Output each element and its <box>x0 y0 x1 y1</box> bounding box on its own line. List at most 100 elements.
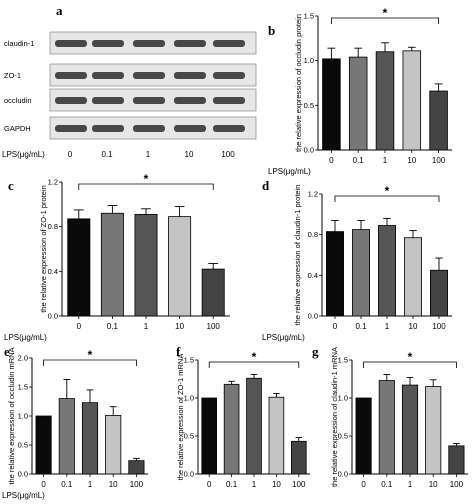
bar-0 <box>67 218 91 317</box>
blot-lane-label: 10 <box>185 150 194 159</box>
significance-star: * <box>144 172 149 186</box>
bar-0.1 <box>223 383 240 475</box>
blot-band-label: ZO-1 <box>4 71 21 80</box>
x-tick-label: 0.1 <box>107 322 119 331</box>
blot-band <box>55 72 87 79</box>
blot-lane-label: 0 <box>68 150 73 159</box>
significance-bracket <box>78 183 214 190</box>
y-tick-label: 1.5 <box>184 356 194 365</box>
significance-star: * <box>385 184 390 198</box>
x-tick-label: 10 <box>409 322 418 331</box>
y-tick-label: 0.4 <box>48 267 58 276</box>
x-tick-label: 0.1 <box>381 480 393 489</box>
y-tick-label: 0.5 <box>18 441 28 450</box>
y-tick-label: 1.0 <box>184 394 194 403</box>
bar-10 <box>404 237 422 317</box>
blot-band <box>213 40 245 47</box>
blot-band <box>133 125 165 132</box>
x-tick-label: 100 <box>450 480 464 489</box>
bar-1 <box>246 377 262 475</box>
x-tick-label: 0 <box>77 322 82 331</box>
x-tick-label: 0 <box>361 480 366 489</box>
blot-band <box>92 125 124 132</box>
bar-0.1 <box>352 229 370 317</box>
bar-100 <box>448 445 465 475</box>
y-tick-label: 0.0 <box>308 312 318 321</box>
x-tick-label: 0.1 <box>61 480 73 489</box>
blot-x-prefix: LPS(μg/mL) <box>2 150 45 159</box>
x-tick-label: 1 <box>383 156 388 165</box>
y-tick-label: 0.0 <box>48 312 58 321</box>
y-tick-label: 1.5 <box>18 383 28 392</box>
y-tick-label: 1.0 <box>304 56 314 65</box>
bar-10 <box>105 415 122 475</box>
y-tick-label: 0.8 <box>308 230 318 239</box>
x-axis-prefix: LPS(μg/mL) <box>2 491 45 500</box>
y-tick-label: 1.5 <box>338 356 348 365</box>
bar-0 <box>201 397 217 475</box>
x-tick-label: 0 <box>207 480 212 489</box>
y-tick-label: 2.0 <box>18 354 28 363</box>
x-tick-label: 10 <box>175 322 184 331</box>
y-tick-label: 1.2 <box>48 178 58 187</box>
significance-star: * <box>408 350 413 364</box>
blot-band <box>55 125 87 132</box>
bar-100 <box>201 268 225 317</box>
blot-band <box>92 72 124 79</box>
y-tick-label: 0.5 <box>338 432 348 441</box>
y-tick-label: 1.2 <box>308 190 318 199</box>
x-tick-label: 1 <box>144 322 149 331</box>
y-tick-label: 1.0 <box>338 394 348 403</box>
significance-bracket <box>43 359 137 366</box>
blot-band <box>174 97 206 104</box>
blot-lane-label: 0.1 <box>101 150 113 159</box>
panel-b-letter: b <box>268 23 275 38</box>
bar-1 <box>375 51 395 151</box>
x-tick-label: 0 <box>41 480 46 489</box>
x-tick-label: 0 <box>329 156 334 165</box>
x-tick-label: 0.1 <box>355 322 367 331</box>
panel-f-letter: f <box>176 344 181 359</box>
y-tick-label: 1.0 <box>18 412 28 421</box>
blot-lane-label: 100 <box>221 150 235 159</box>
bar-10 <box>168 216 192 317</box>
blot-band <box>174 125 206 132</box>
y-tick-label: 0.5 <box>304 101 314 110</box>
blot-band-label: claudin-1 <box>4 39 34 48</box>
y-tick-label: 0.4 <box>308 271 318 280</box>
panel-e-letter: e <box>4 344 10 359</box>
blot-band-label: GAPDH <box>4 124 31 133</box>
bar-1 <box>134 213 158 317</box>
panel-c-letter: c <box>8 178 14 193</box>
x-tick-label: 0.1 <box>353 156 365 165</box>
bar-0 <box>35 415 52 475</box>
bar-100 <box>128 460 145 475</box>
bar-0 <box>322 58 341 151</box>
y-axis-label: the relative expression of occludin prot… <box>294 14 303 152</box>
y-axis-label: the relative expression of claudin-1 pro… <box>293 185 302 326</box>
y-tick-label: 0.0 <box>184 470 194 479</box>
y-axis-label: the relative expression of claudin-1 mRN… <box>330 347 339 487</box>
blot-band <box>92 97 124 104</box>
x-tick-label: 1 <box>252 480 257 489</box>
blot-band <box>55 40 87 47</box>
bar-100 <box>429 90 448 151</box>
blot-rows: claudin-1 ZO-1 occludin GAPDH <box>4 31 257 140</box>
significance-star: * <box>383 6 388 20</box>
x-tick-label: 100 <box>292 480 306 489</box>
x-tick-label: 100 <box>207 322 221 331</box>
x-tick-label: 100 <box>432 322 446 331</box>
blot-band-label: occludin <box>4 96 32 105</box>
x-tick-label: 0.1 <box>226 480 238 489</box>
bar-1 <box>81 402 99 475</box>
significance-bracket <box>208 361 300 368</box>
significance-bracket <box>334 195 440 202</box>
x-tick-label: 10 <box>272 480 281 489</box>
bar-100 <box>430 269 448 317</box>
y-tick-label: 0.0 <box>304 146 314 155</box>
y-tick-label: 0.0 <box>338 470 348 479</box>
blot-band <box>213 97 245 104</box>
